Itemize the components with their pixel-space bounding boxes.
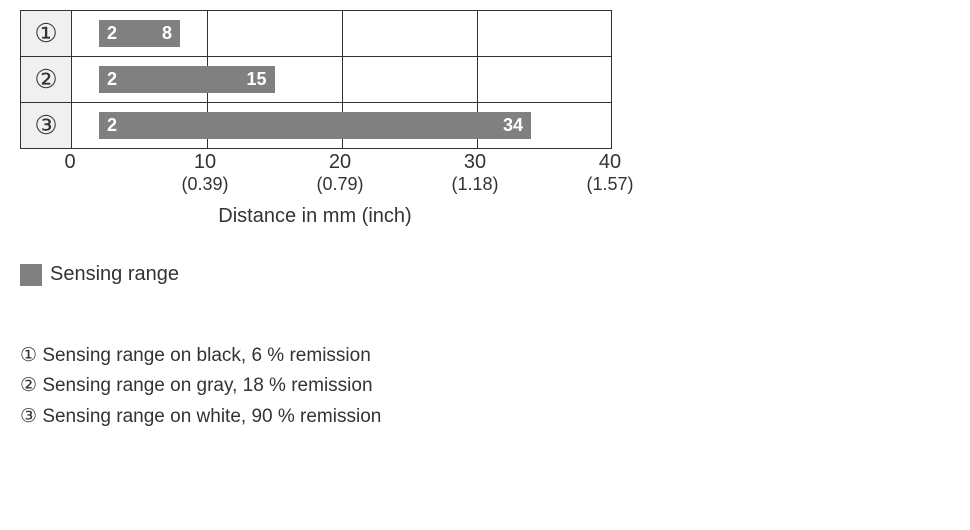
x-tick: 30(1.18)	[451, 151, 498, 195]
x-tick-sublabel: (0.79)	[316, 174, 363, 195]
legend-swatch	[20, 264, 42, 286]
chart-table: ①28②215③234	[20, 10, 612, 149]
footnote-text: Sensing range on white, 90 % remission	[42, 406, 381, 427]
gridline	[477, 11, 478, 56]
footnote-symbol: ③	[20, 406, 42, 427]
chart-row: ② 2 15	[21, 57, 611, 103]
row-symbol: ①	[21, 11, 72, 56]
bar-end-label: 34	[503, 115, 523, 136]
sensing-range-bar: 28	[99, 20, 180, 47]
x-tick-label: 10	[181, 151, 228, 174]
x-axis-label: Distance in mm (inch)	[20, 205, 610, 228]
x-axis-ticks: 010(0.39)20(0.79)30(1.18)40(1.57)	[20, 151, 610, 201]
legend: Sensing range	[20, 263, 970, 286]
x-tick: 0	[64, 151, 75, 174]
x-tick-sublabel: (1.57)	[586, 174, 633, 195]
gridline	[477, 57, 478, 102]
x-tick-label: 40	[586, 151, 633, 174]
sensing-range-bar: 2 34	[99, 112, 531, 139]
x-tick: 40(1.57)	[586, 151, 633, 195]
footnotes: ① Sensing range on black, 6 % remission②…	[20, 341, 970, 432]
footnote-line: ③ Sensing range on white, 90 % remission	[20, 402, 970, 432]
bar-start-label: 2	[107, 69, 117, 90]
x-tick-sublabel: (1.18)	[451, 174, 498, 195]
footnote-symbol: ①	[20, 345, 42, 366]
x-tick-label: 20	[316, 151, 363, 174]
footnote-text: Sensing range on black, 6 % remission	[42, 345, 370, 366]
footnote-line: ② Sensing range on gray, 18 % remission	[20, 371, 970, 401]
sensing-range-bar: 2 15	[99, 66, 275, 93]
bar-end-label: 8	[162, 23, 172, 44]
bar-start-label: 2	[107, 115, 117, 136]
row-symbol: ③	[21, 103, 72, 148]
sensing-range-chart: ①28②215③234 010(0.39)20(0.79)30(1.18)40(…	[20, 10, 970, 228]
chart-row: ③ 2 34	[21, 103, 611, 148]
footnote-line: ① Sensing range on black, 6 % remission	[20, 341, 970, 371]
x-tick-label: 30	[451, 151, 498, 174]
bar-start-label: 2	[107, 23, 117, 44]
bar-end-label: 15	[246, 69, 266, 90]
legend-text: Sensing range	[50, 263, 179, 286]
row-body: 28	[72, 11, 611, 56]
x-tick-sublabel: (0.39)	[181, 174, 228, 195]
row-body: 2 15	[72, 57, 611, 102]
footnote-symbol: ②	[20, 375, 42, 396]
gridline	[207, 11, 208, 56]
row-symbol: ②	[21, 57, 72, 102]
chart-row: ①28	[21, 11, 611, 57]
gridline	[342, 57, 343, 102]
x-tick: 20(0.79)	[316, 151, 363, 195]
x-tick: 10(0.39)	[181, 151, 228, 195]
x-tick-label: 0	[64, 151, 75, 174]
footnote-text: Sensing range on gray, 18 % remission	[42, 375, 372, 396]
gridline	[342, 11, 343, 56]
row-body: 2 34	[72, 103, 611, 148]
